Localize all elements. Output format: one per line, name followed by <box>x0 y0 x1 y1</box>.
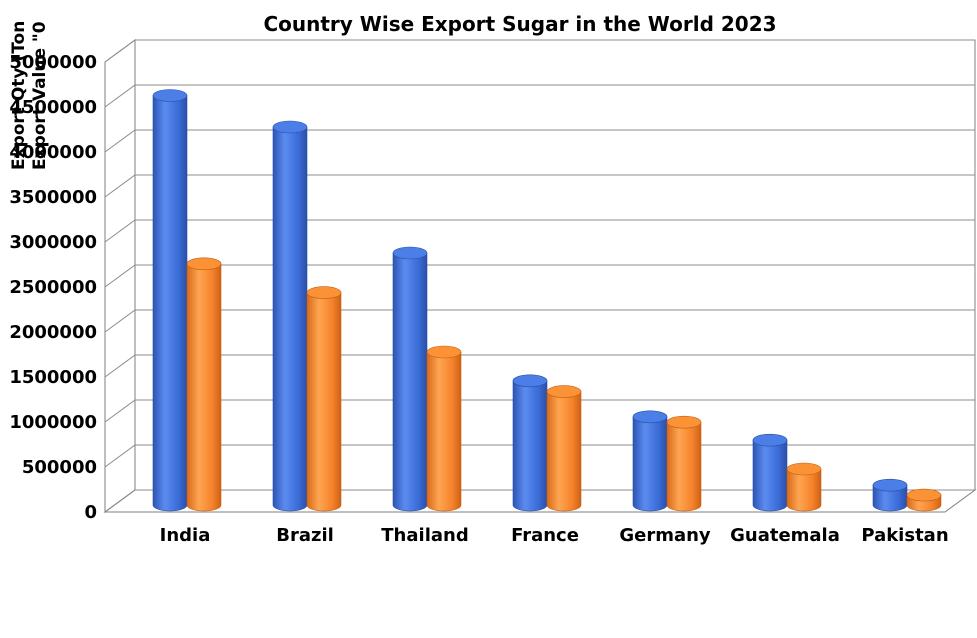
bar-france-series-1 <box>512 380 548 512</box>
bar-india-series-1 <box>152 95 188 512</box>
y-tick-label: 3500000 <box>9 187 97 208</box>
bar-india-series-2 <box>186 263 222 512</box>
bars <box>152 89 942 512</box>
gridline <box>104 129 975 153</box>
y-axis-ticks: 0 500000 1000000 1500000 2000000 2500000 30000… <box>9 52 97 523</box>
x-tick-label: India <box>160 525 211 546</box>
bar-brazil-series-2 <box>306 292 342 512</box>
y-tick-label: 500000 <box>22 457 97 478</box>
bar-france-series-2 <box>546 391 582 512</box>
bar-top-thailand-series-1 <box>392 246 428 260</box>
y-tick-label: 5000000 <box>9 52 97 73</box>
gridline <box>104 219 975 243</box>
bar-thailand-series-2 <box>426 351 462 512</box>
bar-top-india-series-2 <box>186 257 222 271</box>
y-tick-label: 2000000 <box>9 322 97 343</box>
y-tick-label: 3000000 <box>9 232 97 253</box>
bar-thailand-series-1 <box>392 252 428 512</box>
gridline <box>104 399 975 423</box>
bar-top-brazil-series-2 <box>306 286 342 299</box>
x-tick-label: Guatemala <box>730 525 840 546</box>
x-tick-label: Pakistan <box>861 525 948 546</box>
x-tick-label: Brazil <box>276 525 334 546</box>
y-tick-label: 0 <box>84 502 97 523</box>
gridline <box>104 264 975 288</box>
bar-top-france-series-2 <box>546 385 582 398</box>
x-axis-ticks: India Brazil Thailand France Germany Guatemal… <box>160 525 949 546</box>
y-tick-label: 2500000 <box>9 277 97 298</box>
y-tick-label: 4500000 <box>9 97 97 118</box>
y-axis-label: Export Qty (Ton Export Value "0 <box>9 21 50 170</box>
bar-germany-series-1 <box>632 416 668 512</box>
bar-brazil-series-1 <box>272 126 308 512</box>
bar-top-france-series-1 <box>512 374 548 388</box>
bar-top-germany-series-2 <box>666 415 702 429</box>
gridline <box>104 84 975 108</box>
bar-top-thailand-series-2 <box>426 345 462 359</box>
x-tick-label: Thailand <box>381 525 468 546</box>
chart-title: Country Wise Export Sugar in the World 2… <box>263 12 776 36</box>
bar-top-germany-series-1 <box>632 410 668 424</box>
y-tick-label: 1000000 <box>9 412 97 433</box>
y-tick-label: 1500000 <box>9 367 97 388</box>
x-tick-label: Germany <box>619 525 711 546</box>
gridline <box>104 354 975 378</box>
y-axis-label-line-2: Export Value "0 <box>30 21 50 170</box>
bar-guatemala-series-2 <box>786 468 822 512</box>
gridlines <box>104 39 975 513</box>
gridline <box>104 309 975 333</box>
bar-top-guatemala-series-2 <box>786 462 822 476</box>
gridline <box>104 39 975 63</box>
y-axis-label-line-1: Export Qty (Ton <box>9 21 29 170</box>
x-tick-label: France <box>511 525 579 546</box>
bar-top-india-series-1 <box>152 89 188 102</box>
gridline <box>104 174 975 198</box>
bar-top-brazil-series-1 <box>272 120 308 134</box>
y-tick-label: 4000000 <box>9 142 97 163</box>
bar-germany-series-2 <box>666 421 702 512</box>
bar-top-pakistan-series-2 <box>906 488 942 502</box>
bar-top-guatemala-series-1 <box>752 433 788 447</box>
bar-top-pakistan-series-1 <box>872 478 908 492</box>
bar-guatemala-series-1 <box>752 439 788 512</box>
